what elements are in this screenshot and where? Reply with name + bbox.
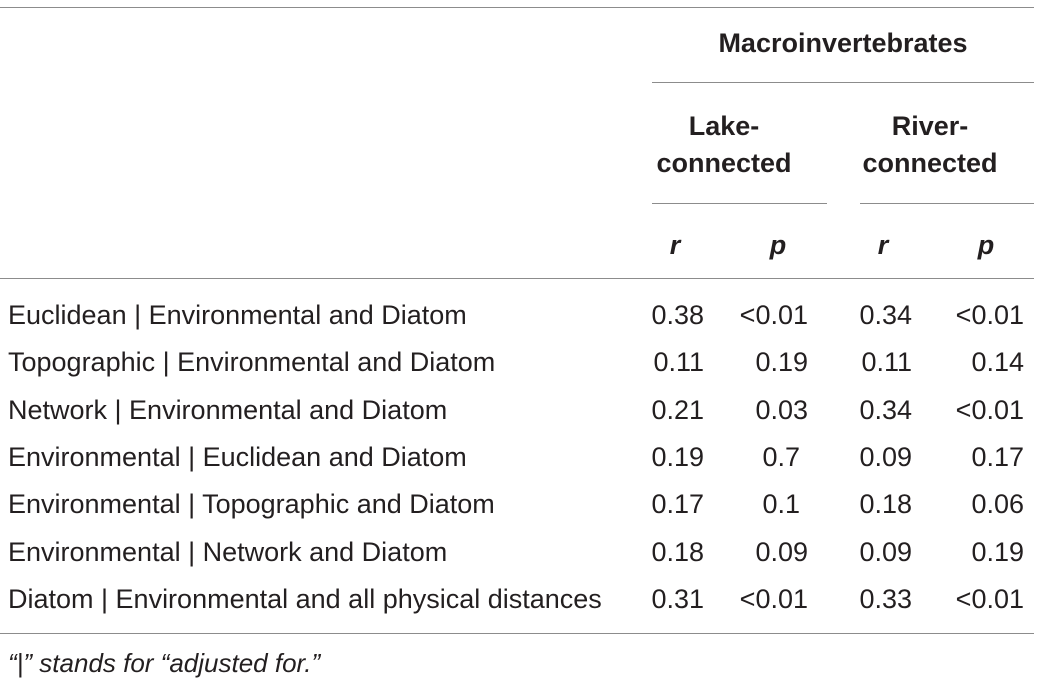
row-label: Topographic | Environmental and Diatom <box>8 347 496 377</box>
river-p-value: 0.06 <box>971 489 1024 519</box>
river-r-value: 0.09 <box>859 442 912 472</box>
lake-r-value: 0.11 <box>653 347 704 377</box>
lake-r-value: 0.19 <box>651 442 704 472</box>
river-r-value: 0.34 <box>859 395 912 425</box>
row-label: Environmental | Network and Diatom <box>8 537 448 567</box>
river-p-value: 0.14 <box>971 347 1024 377</box>
stat-header-lake-p: p <box>769 230 787 260</box>
river-p-value: 0.17 <box>971 442 1024 472</box>
row-label: Diatom | Environmental and all physical … <box>8 584 602 614</box>
river-r-value: 0.33 <box>859 584 912 614</box>
top-rule <box>0 7 1034 8</box>
lake-p-value: 0.09 <box>755 537 808 567</box>
lake-p-value: 0.1 <box>762 489 800 519</box>
lake-header-line2: connected <box>656 148 792 178</box>
row-label: Environmental | Euclidean and Diatom <box>8 442 467 472</box>
river-header-line1: River- <box>891 111 969 141</box>
stat-header-river-r: r <box>877 230 889 260</box>
lake-p-value: 0.03 <box>755 395 808 425</box>
river-r-value: 0.09 <box>859 537 912 567</box>
lake-r-value: 0.18 <box>651 537 704 567</box>
river-p-value: <0.01 <box>955 300 1024 330</box>
lake-p-value: 0.19 <box>755 347 808 377</box>
group-header: Macroinvertebrates <box>718 28 968 58</box>
river-p-value: <0.01 <box>955 584 1024 614</box>
lake-p-value: <0.01 <box>739 584 808 614</box>
river-p-value: <0.01 <box>955 395 1024 425</box>
stat-header-lake-r: r <box>669 230 681 260</box>
row-label: Euclidean | Environmental and Diatom <box>8 300 467 330</box>
lake-p-value: <0.01 <box>739 300 808 330</box>
stat-header-river-p: p <box>977 230 995 260</box>
river-underline <box>860 203 1034 204</box>
bottom-rule <box>0 633 1034 634</box>
lake-header-line1: Lake- <box>688 111 760 141</box>
river-r-value: 0.34 <box>859 300 912 330</box>
lake-underline <box>652 203 827 204</box>
row-label: Environmental | Topographic and Diatom <box>8 489 495 519</box>
header-rule <box>0 278 1034 279</box>
row-label: Network | Environmental and Diatom <box>8 395 448 425</box>
river-header-line2: connected <box>862 148 998 178</box>
lake-r-value: 0.31 <box>651 584 704 614</box>
lake-p-value: 0.7 <box>762 442 800 472</box>
river-r-value: 0.11 <box>861 347 912 377</box>
lake-r-value: 0.17 <box>651 489 704 519</box>
group-underline <box>652 82 1034 83</box>
river-r-value: 0.18 <box>859 489 912 519</box>
river-p-value: 0.19 <box>971 537 1024 567</box>
table-footnote: “|” stands for “adjusted for.” <box>8 648 321 678</box>
lake-r-value: 0.21 <box>651 395 704 425</box>
lake-r-value: 0.38 <box>651 300 704 330</box>
